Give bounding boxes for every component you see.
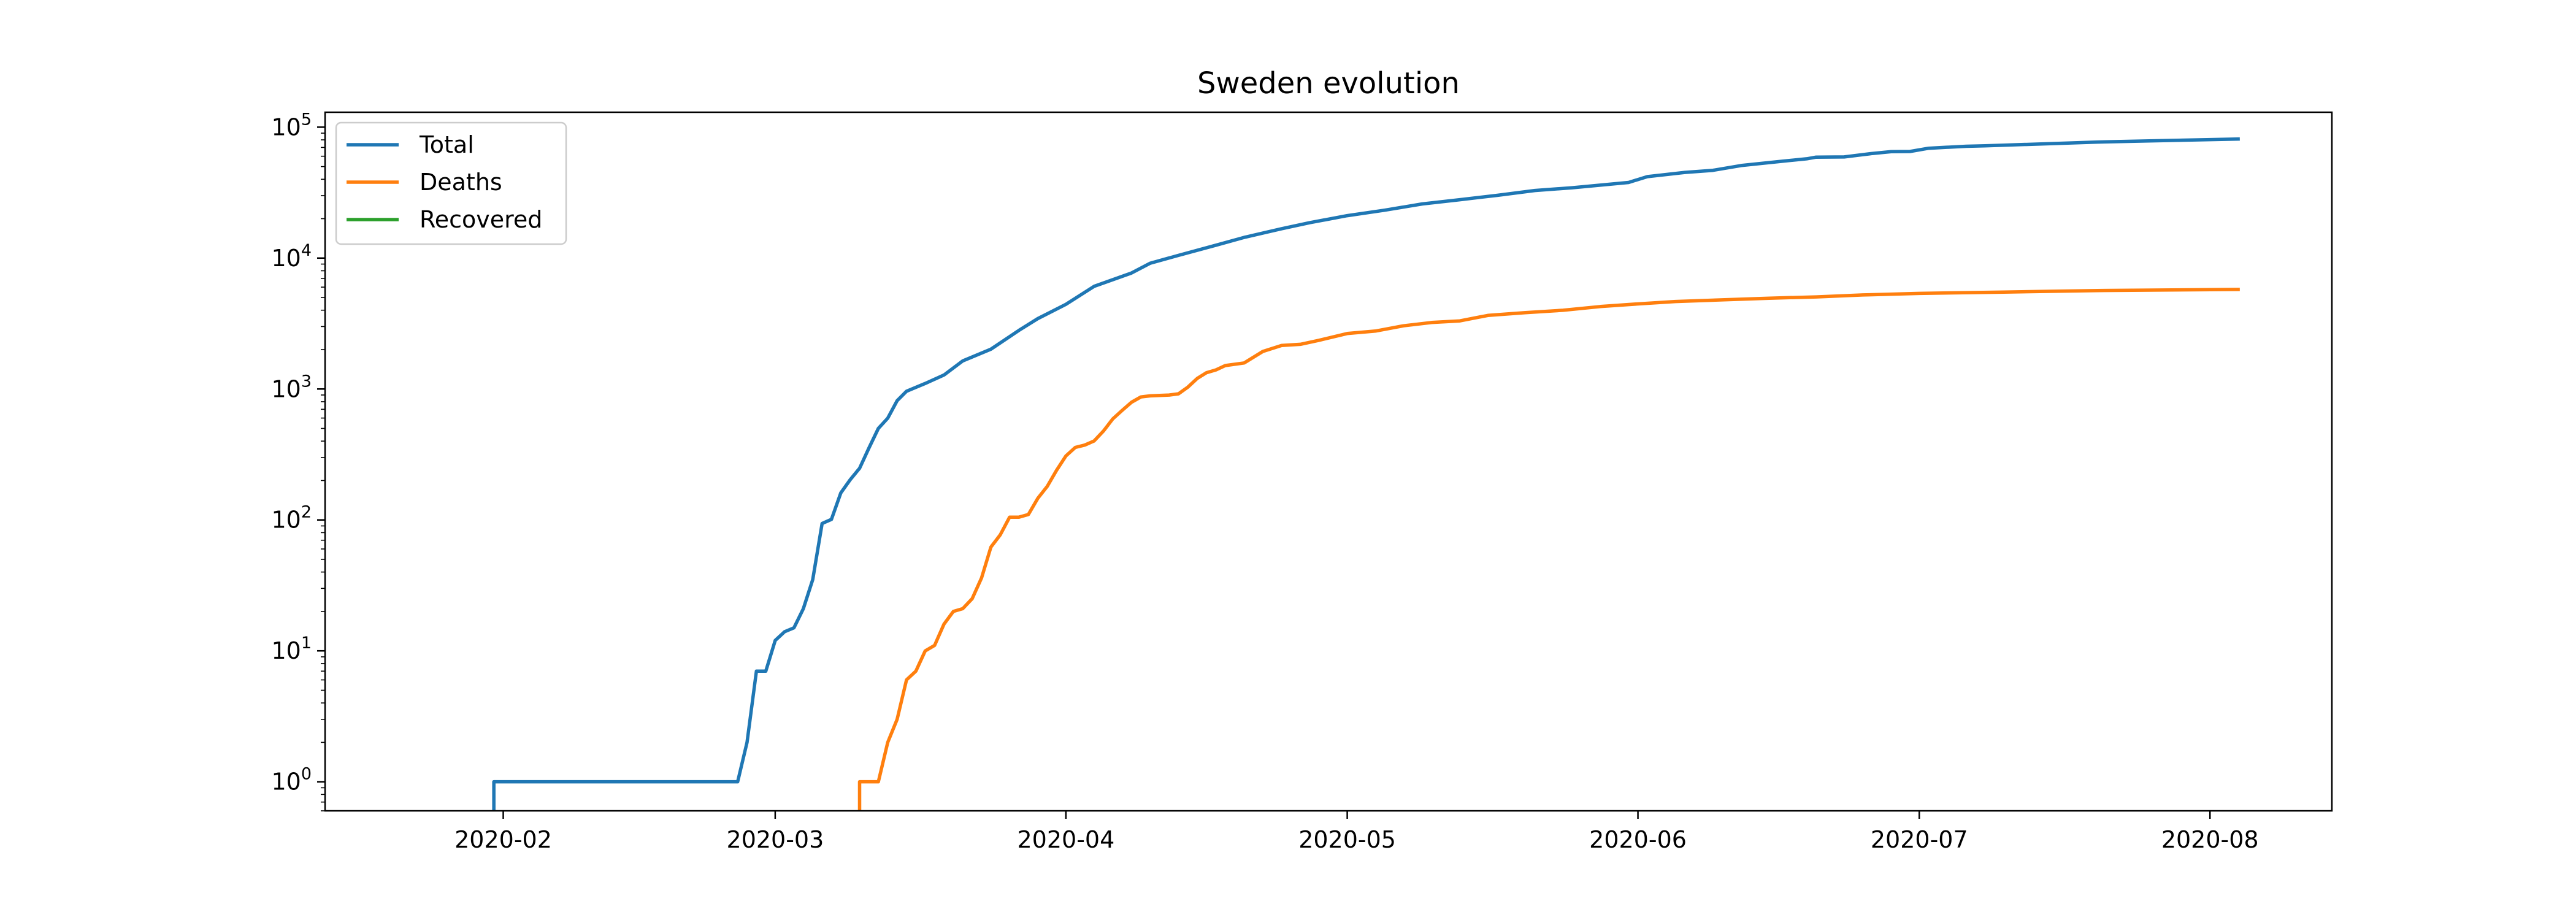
y-tick-label: 104: [271, 241, 312, 272]
x-tick-label: 2020-07: [1871, 826, 1968, 853]
legend: Total Deaths Recovered: [335, 121, 567, 245]
chart-title: Sweden evolution: [1197, 66, 1460, 101]
y-tick-exponent: 0: [301, 765, 312, 784]
y-tick-base: 10: [271, 769, 301, 795]
legend-label-total: Total: [419, 131, 474, 158]
y-tick-base: 10: [271, 507, 301, 534]
y-tick-base: 10: [271, 113, 301, 140]
y-tick-exponent: 3: [301, 372, 312, 391]
y-tick-base: 10: [271, 245, 301, 272]
series-line-total: [492, 137, 2240, 811]
series-line-deaths: [857, 288, 2240, 811]
y-tick-label: 102: [271, 503, 312, 534]
x-tick-label: 2020-05: [1298, 826, 1396, 853]
y-tick-exponent: 1: [301, 634, 312, 653]
x-tick-label: 2020-02: [454, 826, 552, 853]
y-tick-exponent: 4: [301, 241, 312, 260]
legend-label-deaths: Deaths: [420, 169, 502, 196]
y-tick-label: 100: [271, 765, 312, 795]
legend-label-recovered: Recovered: [420, 206, 542, 233]
plot-area: [492, 137, 2240, 811]
y-tick-exponent: 2: [301, 503, 312, 522]
x-tick-label: 2020-08: [2161, 826, 2259, 853]
x-tick-label: 2020-03: [727, 826, 824, 853]
y-tick-base: 10: [271, 637, 301, 664]
legend-box: [335, 121, 567, 245]
x-tick-label: 2020-04: [1017, 826, 1114, 853]
y-tick-label: 105: [271, 110, 312, 140]
y-tick-base: 10: [271, 375, 301, 402]
y-tick-label: 103: [271, 372, 312, 402]
x-tick-label: 2020-06: [1589, 826, 1687, 853]
y-tick-label: 101: [271, 634, 312, 664]
y-tick-exponent: 5: [301, 110, 312, 129]
x-axis: 2020-02 2020-03 2020-04 2020-05 2020-06 2020-…: [454, 811, 2259, 853]
axes-frame: [324, 111, 2333, 812]
